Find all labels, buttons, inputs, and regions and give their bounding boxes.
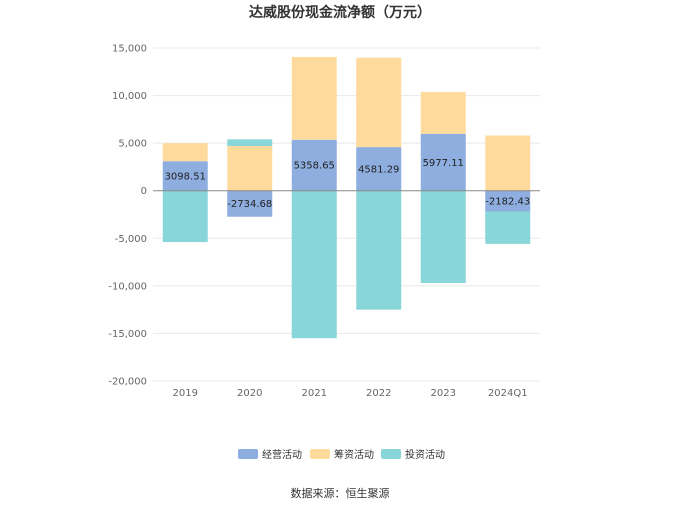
y-tick-label: 0 xyxy=(141,186,147,197)
legend-swatch xyxy=(381,449,401,459)
x-tick-label: 2022 xyxy=(366,388,391,399)
grid-lines xyxy=(153,47,540,382)
bar-经营活动-2024Q1 xyxy=(485,190,531,212)
bar-经营活动-2021 xyxy=(291,139,337,191)
bar-经营活动-2020 xyxy=(227,190,273,217)
bar-投资活动-2024Q1 xyxy=(485,211,531,244)
x-tick-label: 2021 xyxy=(302,388,327,399)
legend-label: 筹资活动 xyxy=(334,448,374,461)
bar-筹资活动-2022 xyxy=(356,57,402,148)
x-tick-label: 2020 xyxy=(237,388,262,399)
source-note: 数据来源：恒生聚源 xyxy=(291,486,390,500)
bar-筹资活动-2024Q1 xyxy=(485,135,531,191)
bar-筹资活动-2023 xyxy=(420,91,466,134)
data-label: -2182.43 xyxy=(485,197,530,208)
bar-筹资活动-2021 xyxy=(291,56,337,140)
x-axis-ticks: 2019 2020 2021 2022 2023 2024Q1 xyxy=(173,388,528,399)
data-label: 3098.51 xyxy=(165,171,206,182)
x-tick-label: 2019 xyxy=(173,388,198,399)
y-tick-label: 10,000 xyxy=(112,91,147,102)
legend-label: 经营活动 xyxy=(262,448,302,461)
x-tick-label: 2024Q1 xyxy=(488,388,528,399)
bar-筹资活动-2019 xyxy=(162,143,208,162)
bar-投资活动-2020 xyxy=(227,139,273,146)
bar-经营活动-2019 xyxy=(162,161,208,191)
y-tick-label: 5,000 xyxy=(118,139,147,150)
y-tick-label: 15,000 xyxy=(112,44,147,55)
data-label: -2734.68 xyxy=(227,199,272,210)
bar-投资活动-2023 xyxy=(420,190,466,284)
y-tick-label: -10,000 xyxy=(108,281,147,292)
bar-经营活动-2023 xyxy=(420,133,466,191)
data-labels: 3098.51 -2734.68 5358.65 4581.29 5977.11 -218… xyxy=(165,158,531,210)
y-tick-label: -20,000 xyxy=(108,377,147,388)
y-tick-label: -15,000 xyxy=(108,329,147,340)
bar-经营活动-2022 xyxy=(356,147,402,191)
y-axis-ticks: -20,000 -15,000 -10,000 -5,000 0 5,000 10,000 1… xyxy=(108,44,147,388)
bar-投资活动-2019 xyxy=(162,190,208,243)
y-tick-label: -5,000 xyxy=(115,234,147,245)
data-label: 5358.65 xyxy=(294,161,335,172)
legend-swatch xyxy=(310,449,330,459)
legend-swatch xyxy=(238,449,258,459)
bars xyxy=(162,56,531,339)
legend: 经营活动 筹资活动 投资活动 xyxy=(238,448,445,461)
data-label: 4581.29 xyxy=(358,164,399,175)
bar-投资活动-2021 xyxy=(291,190,337,339)
chart-title: 达威股份现金流净额（万元） xyxy=(249,4,431,21)
bar-筹资活动-2020 xyxy=(227,145,273,191)
legend-label: 投资活动 xyxy=(405,448,445,461)
x-tick-label: 2023 xyxy=(431,388,456,399)
data-label: 5977.11 xyxy=(423,158,464,169)
bar-投资活动-2022 xyxy=(356,190,402,310)
